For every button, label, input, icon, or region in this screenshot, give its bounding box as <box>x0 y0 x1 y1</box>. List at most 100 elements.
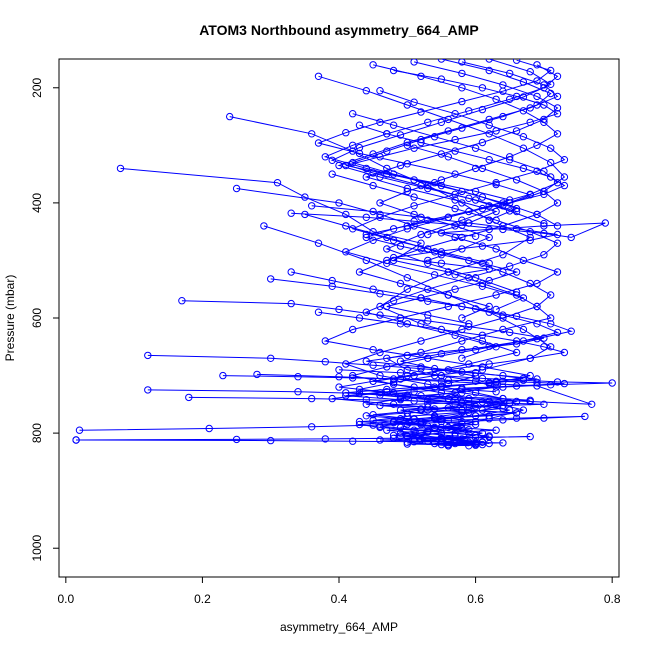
data-point <box>451 170 459 178</box>
data-point <box>478 406 487 414</box>
data-point <box>328 276 336 285</box>
data-point <box>465 107 473 115</box>
data-point <box>437 229 446 237</box>
data-point <box>424 354 432 362</box>
data-point <box>355 143 364 152</box>
series-28 <box>314 308 569 414</box>
data-point <box>478 429 487 437</box>
x-tick-label: 0.6 <box>467 592 484 606</box>
data-point <box>444 291 452 299</box>
series-24 <box>321 61 562 230</box>
data-point <box>533 77 541 85</box>
data-point <box>396 131 405 139</box>
data-point <box>308 202 316 210</box>
data-point <box>232 184 241 193</box>
data-point <box>369 150 377 158</box>
data-point <box>376 87 384 95</box>
data-point <box>540 187 548 196</box>
data-point <box>437 377 446 385</box>
data-point <box>492 426 500 434</box>
data-point <box>389 121 398 129</box>
data-point <box>526 104 534 112</box>
data-point <box>362 412 370 420</box>
data-point <box>526 236 534 245</box>
data-point <box>383 363 391 371</box>
data-point <box>389 253 398 262</box>
data-point <box>355 314 364 322</box>
data-point <box>553 110 562 118</box>
series-line <box>311 205 558 276</box>
data-point <box>458 438 466 446</box>
data-point <box>533 92 541 101</box>
series-34 <box>355 141 562 322</box>
data-point <box>540 414 548 422</box>
data-point <box>75 426 84 434</box>
data-point <box>485 59 493 63</box>
data-point <box>499 268 507 276</box>
data-point <box>362 396 370 404</box>
data-point <box>410 98 418 106</box>
data-point <box>219 371 227 380</box>
data-point <box>451 147 459 155</box>
data-point <box>205 424 213 433</box>
data-point <box>328 156 336 165</box>
data-point <box>389 225 398 233</box>
data-point <box>519 376 528 384</box>
y-tick-label: 600 <box>30 308 44 328</box>
x-tick-label: 0.4 <box>331 592 348 606</box>
data-point <box>601 219 609 227</box>
data-point <box>294 388 302 396</box>
data-point <box>349 110 357 118</box>
data-point <box>424 380 432 388</box>
data-point <box>553 130 562 138</box>
data-point <box>410 210 418 219</box>
data-point <box>547 320 555 328</box>
data-point <box>458 233 466 242</box>
data-point <box>355 268 364 276</box>
data-point <box>369 346 377 354</box>
data-point <box>478 242 487 250</box>
data-point <box>553 179 562 187</box>
data-point <box>260 222 268 230</box>
data-point <box>492 343 500 351</box>
series-15 <box>308 202 562 279</box>
data-point <box>314 239 323 247</box>
data-point <box>512 225 521 233</box>
data-point <box>144 351 152 360</box>
data-point <box>355 389 364 398</box>
data-point <box>465 320 473 328</box>
data-point <box>540 84 548 92</box>
data-point <box>349 371 357 380</box>
y-tick-label: 800 <box>30 423 44 443</box>
data-point <box>369 181 377 190</box>
series-25 <box>355 121 569 328</box>
y-axis-label: Pressure (mbar) <box>3 275 17 362</box>
data-point <box>533 302 541 311</box>
data-point <box>389 66 398 75</box>
data-point <box>506 69 514 78</box>
data-point <box>478 105 487 114</box>
data-point <box>485 66 493 75</box>
data-point <box>471 274 480 282</box>
data-point <box>342 248 350 256</box>
chart-title: ATOM3 Northbound asymmetry_664_AMP <box>199 22 479 38</box>
data-point <box>417 392 425 400</box>
data-point <box>116 164 125 173</box>
data-point <box>499 311 507 319</box>
data-point <box>362 213 370 222</box>
data-point <box>458 216 466 224</box>
data-point <box>540 219 548 228</box>
data-point <box>362 400 370 408</box>
data-point <box>506 156 514 164</box>
series-line <box>338 369 613 393</box>
data-point <box>437 75 446 83</box>
data-point <box>478 282 487 290</box>
data-point <box>458 59 466 66</box>
data-point <box>321 435 329 443</box>
data-point <box>512 348 521 357</box>
data-point <box>226 112 234 121</box>
series-11 <box>185 393 548 437</box>
data-point <box>444 213 452 222</box>
series-line <box>79 415 585 444</box>
data-point <box>506 207 514 215</box>
